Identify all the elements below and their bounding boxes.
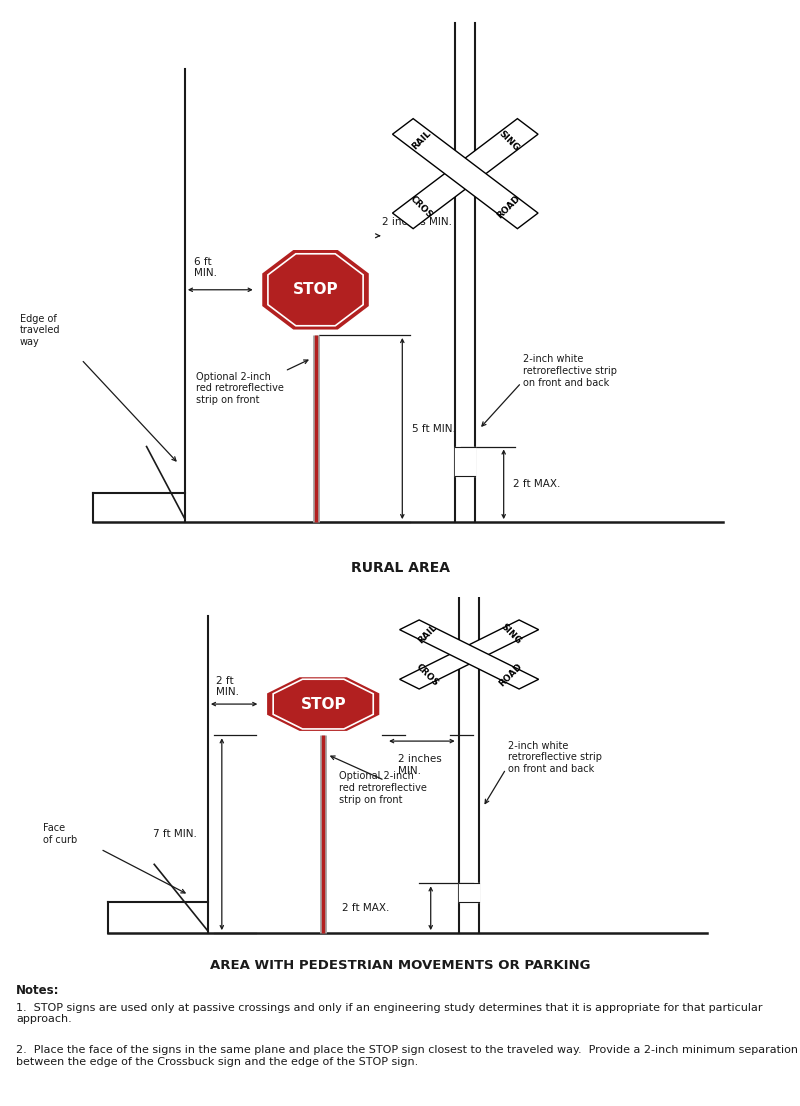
Text: 2 inches
MIN.: 2 inches MIN.: [398, 754, 442, 776]
Text: 6 ft
MIN.: 6 ft MIN.: [194, 257, 217, 278]
Text: RAIL: RAIL: [416, 623, 438, 645]
Polygon shape: [393, 118, 538, 229]
Text: AREA WITH PEDESTRIAN MOVEMENTS OR PARKING: AREA WITH PEDESTRIAN MOVEMENTS OR PARKIN…: [210, 959, 590, 972]
Polygon shape: [400, 620, 538, 689]
Text: RAIL: RAIL: [410, 129, 433, 152]
Polygon shape: [265, 675, 382, 733]
Text: RURAL AREA: RURAL AREA: [350, 562, 450, 575]
Text: 2 ft
MIN.: 2 ft MIN.: [216, 676, 238, 697]
Text: Notes:: Notes:: [16, 984, 59, 998]
Text: CROS: CROS: [414, 662, 440, 688]
Text: SING: SING: [499, 622, 523, 646]
Text: CROS: CROS: [409, 194, 434, 220]
Polygon shape: [393, 118, 538, 229]
Text: 1.  STOP signs are used only at passive crossings and only if an engineering stu: 1. STOP signs are used only at passive c…: [16, 1002, 762, 1024]
Text: ROAD: ROAD: [496, 194, 522, 220]
Text: Face
of curb: Face of curb: [43, 823, 77, 845]
Text: Edge of
traveled
way: Edge of traveled way: [20, 314, 60, 347]
Text: 2-inch white
retroreflective strip
on front and back: 2-inch white retroreflective strip on fr…: [507, 741, 602, 774]
Text: Optional 2-inch
red retroreflective
strip on front: Optional 2-inch red retroreflective stri…: [197, 372, 284, 405]
Text: 2 ft MAX.: 2 ft MAX.: [513, 479, 560, 489]
Text: 5 ft MIN.: 5 ft MIN.: [411, 424, 455, 434]
Polygon shape: [400, 620, 538, 689]
Text: SING: SING: [497, 128, 521, 153]
Polygon shape: [260, 248, 371, 332]
Text: 2-inch white
retroreflective strip
on front and back: 2-inch white retroreflective strip on fr…: [523, 354, 617, 388]
Text: ROAD: ROAD: [498, 661, 524, 689]
Text: Optional 2-inch
red retroreflective
strip on front: Optional 2-inch red retroreflective stri…: [338, 771, 426, 805]
Text: 2.  Place the face of the signs in the same plane and place the STOP sign closes: 2. Place the face of the signs in the sa…: [16, 1045, 798, 1067]
Text: 7 ft MIN.: 7 ft MIN.: [153, 830, 197, 839]
Text: 2 inches MIN.: 2 inches MIN.: [382, 217, 451, 227]
Text: STOP: STOP: [300, 697, 346, 711]
Text: 2 ft MAX.: 2 ft MAX.: [342, 904, 390, 914]
Text: STOP: STOP: [293, 282, 338, 298]
